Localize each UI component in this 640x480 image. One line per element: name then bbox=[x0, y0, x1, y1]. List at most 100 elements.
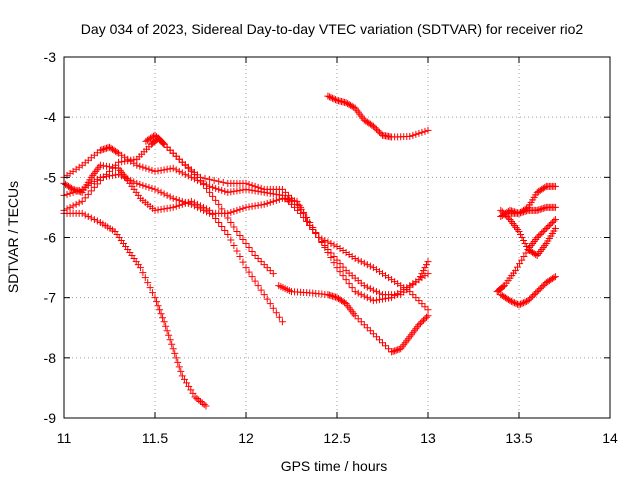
data-point-marker bbox=[139, 163, 147, 171]
data-point-marker bbox=[517, 230, 525, 238]
data-point-marker bbox=[154, 302, 162, 310]
data-point-marker bbox=[245, 186, 253, 194]
data-point-marker bbox=[389, 347, 397, 355]
data-point-marker bbox=[242, 179, 250, 187]
data-point-marker bbox=[230, 207, 238, 215]
series-track-b bbox=[60, 161, 286, 326]
data-point-marker bbox=[339, 272, 347, 280]
data-point-marker bbox=[516, 260, 524, 268]
data-point-marker bbox=[419, 267, 427, 275]
data-point-marker bbox=[74, 187, 82, 195]
data-point-marker bbox=[149, 289, 157, 297]
x-tick-label: 13.5 bbox=[505, 430, 532, 446]
data-point-marker bbox=[419, 316, 427, 324]
data-point-marker bbox=[209, 183, 217, 191]
data-point-marker bbox=[372, 333, 380, 341]
data-point-marker bbox=[369, 122, 377, 130]
data-point-marker bbox=[541, 183, 549, 191]
data-point-marker bbox=[242, 264, 250, 272]
data-point-marker bbox=[377, 130, 385, 138]
data-point-marker bbox=[151, 206, 159, 214]
data-point-marker bbox=[248, 273, 256, 281]
data-point-marker bbox=[224, 188, 232, 196]
data-point-marker bbox=[415, 321, 423, 329]
data-point-marker bbox=[541, 204, 549, 212]
y-tick-label: -9 bbox=[44, 410, 57, 426]
data-point-marker bbox=[63, 190, 71, 198]
data-point-marker bbox=[136, 180, 144, 188]
data-point-marker bbox=[527, 294, 535, 302]
data-point-marker bbox=[136, 162, 144, 170]
data-point-marker bbox=[330, 241, 338, 249]
data-point-marker bbox=[178, 169, 186, 177]
data-point-marker bbox=[535, 286, 543, 294]
data-point-marker bbox=[330, 293, 338, 301]
data-point-marker bbox=[163, 143, 171, 151]
data-point-marker bbox=[532, 251, 540, 259]
data-point-marker bbox=[139, 269, 147, 277]
data-point-marker bbox=[263, 295, 271, 303]
data-point-marker bbox=[177, 367, 185, 375]
data-point-marker bbox=[539, 282, 547, 290]
data-point-marker bbox=[260, 291, 268, 299]
data-point-marker bbox=[236, 253, 244, 261]
data-point-marker bbox=[141, 274, 149, 282]
data-point-marker bbox=[295, 201, 303, 209]
data-point-marker bbox=[227, 188, 235, 196]
data-point-marker bbox=[193, 394, 201, 402]
x-tick-label: 11.5 bbox=[142, 430, 168, 446]
data-point-marker bbox=[130, 178, 138, 186]
data-point-marker bbox=[156, 306, 164, 314]
data-point-marker bbox=[547, 220, 555, 228]
data-point-marker bbox=[545, 221, 553, 229]
data-point-marker bbox=[379, 339, 386, 347]
data-point-marker bbox=[151, 167, 159, 175]
data-point-marker bbox=[550, 274, 558, 282]
data-point-marker bbox=[98, 146, 106, 154]
axis-ticks: 11 11.5 12 12.5 13 13.5 14 -9 -8 -7 -6 -5 -4 -3 bbox=[44, 49, 618, 446]
data-point-marker bbox=[327, 249, 335, 257]
data-point-marker bbox=[551, 203, 559, 211]
data-point-marker bbox=[84, 212, 92, 220]
data-point-marker bbox=[168, 340, 176, 348]
data-point-marker bbox=[418, 318, 426, 326]
data-point-marker bbox=[184, 172, 192, 180]
data-point-marker bbox=[499, 283, 507, 291]
x-tick-label: 12.5 bbox=[323, 430, 350, 446]
data-point-marker bbox=[512, 299, 520, 307]
data-point-marker bbox=[153, 133, 161, 141]
data-point-marker bbox=[230, 223, 238, 231]
x-tick-label: 13 bbox=[420, 430, 436, 446]
data-point-marker bbox=[269, 197, 277, 205]
data-point-marker bbox=[101, 145, 109, 153]
data-point-marker bbox=[163, 165, 171, 173]
data-point-marker bbox=[245, 244, 253, 252]
data-point-marker bbox=[227, 236, 235, 244]
data-point-marker bbox=[151, 185, 159, 193]
data-point-marker bbox=[366, 295, 374, 303]
data-point-marker bbox=[354, 256, 362, 264]
data-point-marker bbox=[212, 184, 220, 192]
chart-title: Day 034 of 2023, Sidereal Day-to-day VTE… bbox=[81, 21, 584, 37]
data-point-marker bbox=[154, 134, 162, 142]
data-point-marker bbox=[106, 172, 113, 180]
data-point-marker bbox=[328, 94, 336, 102]
data-point-marker bbox=[391, 347, 399, 355]
data-point-marker bbox=[363, 324, 371, 332]
data-point-marker bbox=[139, 181, 147, 189]
data-point-marker bbox=[306, 221, 314, 229]
data-point-marker bbox=[221, 187, 229, 195]
data-point-marker bbox=[218, 186, 226, 194]
data-point-marker bbox=[72, 200, 80, 208]
data-point-marker bbox=[187, 386, 195, 394]
data-point-marker bbox=[511, 267, 519, 275]
data-point-marker bbox=[291, 203, 299, 211]
data-point-marker bbox=[212, 196, 220, 204]
data-point-marker bbox=[203, 184, 211, 192]
data-point-marker bbox=[197, 176, 204, 184]
data-point-marker bbox=[351, 288, 359, 296]
data-point-marker bbox=[539, 204, 547, 212]
data-point-marker bbox=[301, 213, 309, 221]
data-point-marker bbox=[239, 236, 247, 244]
